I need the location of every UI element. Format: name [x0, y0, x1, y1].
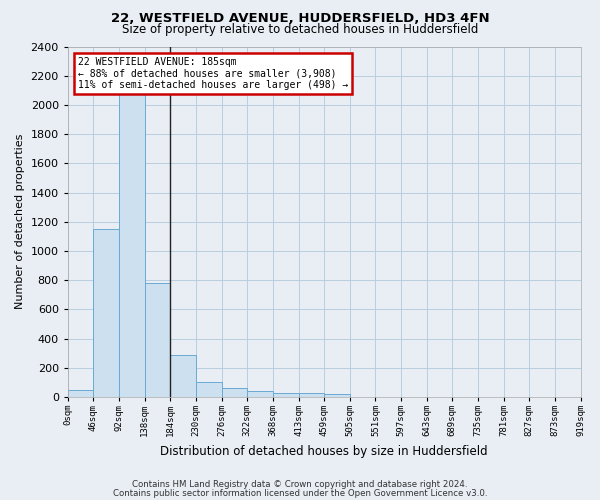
- Bar: [170, 354, 196, 397]
- Text: 22, WESTFIELD AVENUE, HUDDERSFIELD, HD3 4FN: 22, WESTFIELD AVENUE, HUDDERSFIELD, HD3 …: [110, 12, 490, 26]
- Bar: [273, 394, 299, 397]
- Bar: [324, 394, 350, 397]
- Bar: [247, 391, 273, 397]
- Text: Contains HM Land Registry data © Crown copyright and database right 2024.: Contains HM Land Registry data © Crown c…: [132, 480, 468, 489]
- Text: 22 WESTFIELD AVENUE: 185sqm
← 88% of detached houses are smaller (3,908)
11% of : 22 WESTFIELD AVENUE: 185sqm ← 88% of det…: [78, 57, 349, 90]
- Y-axis label: Number of detached properties: Number of detached properties: [15, 134, 25, 310]
- Bar: [94, 229, 119, 397]
- Text: Size of property relative to detached houses in Huddersfield: Size of property relative to detached ho…: [122, 22, 478, 36]
- Text: Contains public sector information licensed under the Open Government Licence v3: Contains public sector information licen…: [113, 488, 487, 498]
- X-axis label: Distribution of detached houses by size in Huddersfield: Distribution of detached houses by size …: [160, 444, 488, 458]
- Bar: [221, 388, 247, 397]
- Bar: [68, 390, 94, 397]
- Bar: [119, 90, 145, 397]
- Bar: [145, 283, 170, 397]
- Bar: [299, 392, 324, 397]
- Bar: [196, 382, 221, 397]
